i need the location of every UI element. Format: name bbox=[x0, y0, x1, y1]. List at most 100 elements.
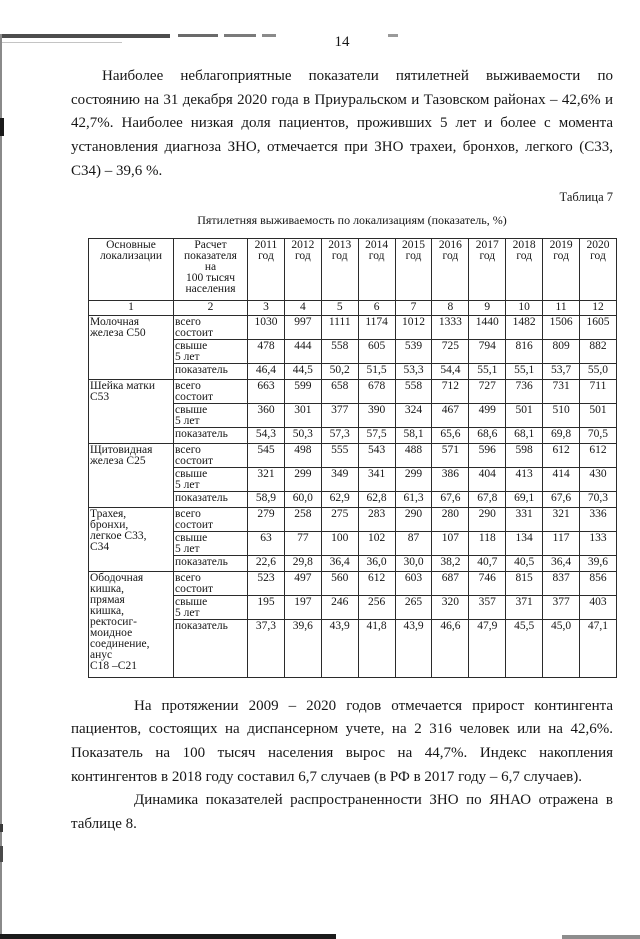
value-cell: 414 bbox=[542, 466, 581, 492]
value-cell: 45,0 bbox=[542, 618, 581, 678]
column-number: 7 bbox=[394, 299, 433, 316]
column-number: 3 bbox=[247, 299, 285, 316]
value-cell: 371 bbox=[505, 594, 544, 620]
measure-label: всего состоит bbox=[173, 378, 248, 404]
column-number: 4 bbox=[283, 299, 322, 316]
value-cell: 50,3 bbox=[283, 426, 322, 444]
value-cell: 41,8 bbox=[357, 618, 396, 678]
scan-artifact-left-blob bbox=[0, 118, 4, 136]
value-cell: 107 bbox=[431, 530, 470, 556]
value-cell: 837 bbox=[542, 570, 581, 596]
value-cell: 545 bbox=[247, 442, 285, 468]
year-header: 2011 год bbox=[247, 237, 285, 301]
value-cell: 68,6 bbox=[468, 426, 507, 444]
measure-label: свыше 5 лет bbox=[173, 402, 248, 428]
table-row: показатель 22,6 29,8 36,4 36,0 30,0 38,2 40,7 40… bbox=[89, 554, 617, 572]
value-cell: 501 bbox=[505, 402, 544, 428]
measure-label: всего состоит bbox=[173, 506, 248, 532]
value-cell: 58,9 bbox=[247, 490, 285, 508]
column-number: 12 bbox=[579, 299, 617, 316]
localization-label: Молочная железа С50 bbox=[88, 314, 174, 380]
year-header: 2020 год bbox=[579, 237, 617, 301]
value-cell: 87 bbox=[394, 530, 433, 556]
table-caption: Таблица 7 bbox=[559, 189, 613, 204]
value-cell: 430 bbox=[579, 466, 617, 492]
value-cell: 727 bbox=[468, 378, 507, 404]
table-header-row: Основные локализации Расчет показателя н… bbox=[88, 237, 617, 301]
measure-label: всего состоит bbox=[173, 442, 248, 468]
value-cell: 321 bbox=[542, 506, 581, 532]
header-localizations: Основные локализации bbox=[88, 237, 174, 301]
column-number: 11 bbox=[542, 299, 581, 316]
table-row: Молочная железа С50 всего состоит 1030 997 1… bbox=[88, 314, 617, 380]
value-cell: 61,3 bbox=[394, 490, 433, 508]
value-cell: 100 bbox=[320, 530, 359, 556]
value-cell: 45,5 bbox=[505, 618, 544, 678]
value-cell: 1012 bbox=[394, 314, 433, 340]
value-cell: 882 bbox=[579, 338, 617, 364]
value-cell: 711 bbox=[579, 378, 617, 404]
value-cell: 40,7 bbox=[468, 554, 507, 572]
localization-label: Трахея, бронхи, легкое С33, С34 bbox=[88, 506, 174, 572]
document-page: 14 Наиболее неблагоприятные показатели п… bbox=[0, 34, 640, 939]
value-cell: 36,4 bbox=[320, 554, 359, 572]
value-cell: 299 bbox=[283, 466, 322, 492]
value-cell: 1605 bbox=[579, 314, 617, 340]
value-cell: 265 bbox=[394, 594, 433, 620]
value-cell: 360 bbox=[247, 402, 285, 428]
value-cell: 44,5 bbox=[283, 362, 322, 380]
value-cell: 467 bbox=[431, 402, 470, 428]
value-cell: 596 bbox=[468, 442, 507, 468]
value-cell: 856 bbox=[579, 570, 617, 596]
table-title: Пятилетняя выживаемость по локализациям … bbox=[197, 212, 507, 227]
value-cell: 558 bbox=[320, 338, 359, 364]
scan-artifact-left-line bbox=[0, 34, 2, 939]
value-cell: 1111 bbox=[320, 314, 359, 340]
column-number: 5 bbox=[320, 299, 359, 316]
table-row: свыше 5 лет 195 197 246 256 265 320 357 371 377 40… bbox=[89, 594, 617, 620]
value-cell: 62,8 bbox=[357, 490, 396, 508]
value-cell: 663 bbox=[247, 378, 285, 404]
measure-label: свыше 5 лет bbox=[173, 338, 248, 364]
value-cell: 558 bbox=[394, 378, 433, 404]
value-cell: 30,0 bbox=[394, 554, 433, 572]
value-cell: 598 bbox=[505, 442, 544, 468]
value-cell: 68,1 bbox=[505, 426, 544, 444]
value-cell: 341 bbox=[357, 466, 396, 492]
value-cell: 731 bbox=[542, 378, 581, 404]
scan-artifact-top-dash bbox=[224, 34, 256, 37]
value-cell: 70,3 bbox=[579, 490, 617, 508]
value-cell: 320 bbox=[431, 594, 470, 620]
value-cell: 612 bbox=[357, 570, 396, 596]
table-row: Ободочная кишка, прямая кишка, ректосиг-… bbox=[88, 570, 617, 678]
year-header: 2019 год bbox=[542, 237, 581, 301]
table-row: показатель 54,3 50,3 57,3 57,5 58,1 65,6 68,6 68… bbox=[89, 426, 617, 444]
value-cell: 77 bbox=[283, 530, 322, 556]
measure-label: всего состоит bbox=[173, 314, 248, 340]
value-cell: 53,7 bbox=[542, 362, 581, 380]
value-cell: 746 bbox=[468, 570, 507, 596]
value-cell: 67,6 bbox=[542, 490, 581, 508]
value-cell: 118 bbox=[468, 530, 507, 556]
measure-label: показатель bbox=[173, 490, 248, 508]
year-header: 2014 год bbox=[357, 237, 396, 301]
value-cell: 280 bbox=[431, 506, 470, 532]
value-cell: 57,5 bbox=[357, 426, 396, 444]
value-cell: 377 bbox=[542, 594, 581, 620]
survival-table-body: Молочная железа С50 всего состоит 1030 997 1… bbox=[88, 314, 617, 678]
value-cell: 725 bbox=[431, 338, 470, 364]
year-header: 2013 год bbox=[320, 237, 359, 301]
value-cell: 560 bbox=[320, 570, 359, 596]
value-cell: 69,8 bbox=[542, 426, 581, 444]
year-header: 2015 год bbox=[394, 237, 433, 301]
paragraph-survival-summary: Наиболее неблагоприятные показатели пяти… bbox=[71, 68, 613, 179]
scan-artifact-top-dash bbox=[178, 34, 218, 37]
value-cell: 134 bbox=[505, 530, 544, 556]
localization-label: Щитовидная железа С25 bbox=[88, 442, 174, 508]
table-row: показатель 58,9 60,0 62,9 62,8 61,3 67,6 67,8 69… bbox=[89, 490, 617, 508]
value-cell: 336 bbox=[579, 506, 617, 532]
measure-label: всего состоит bbox=[173, 570, 248, 596]
value-cell: 47,1 bbox=[579, 618, 617, 678]
year-header: 2016 год bbox=[431, 237, 470, 301]
value-cell: 53,3 bbox=[394, 362, 433, 380]
